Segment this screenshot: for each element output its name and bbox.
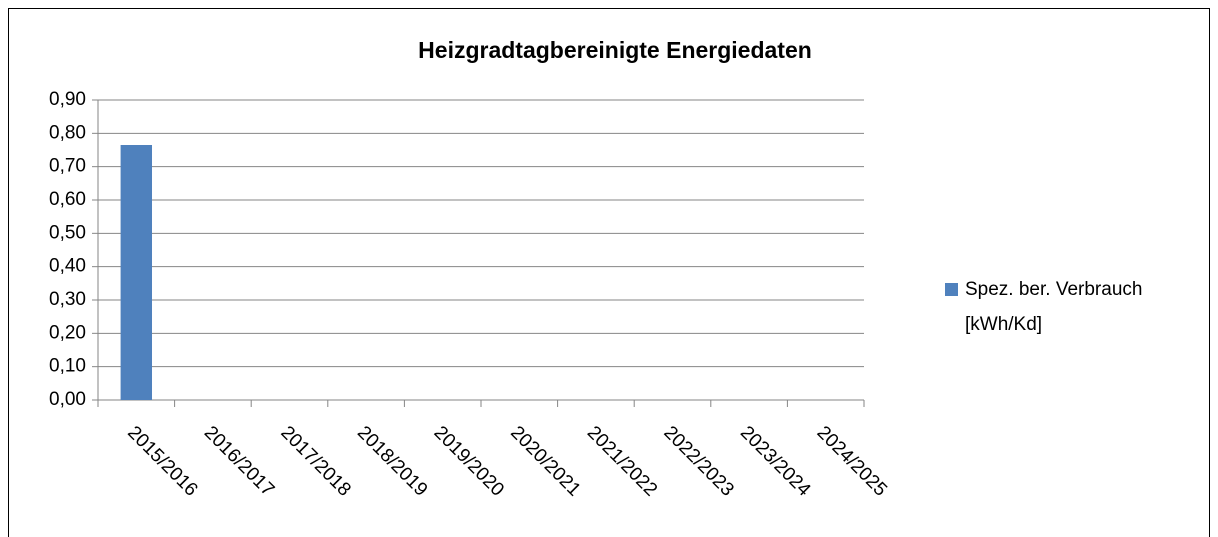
y-tick-label: 0,20 <box>49 322 86 343</box>
y-tick-label: 0,80 <box>49 122 86 143</box>
y-tick-label: 0,60 <box>49 189 86 210</box>
y-tick-label: 0,70 <box>49 156 86 177</box>
y-tick-label: 0,10 <box>49 356 86 377</box>
chart-border <box>8 8 1210 537</box>
bar <box>120 145 153 400</box>
legend-label: Spez. ber. Verbrauch [kWh/Kd] <box>965 279 1142 335</box>
y-tick-label: 0,40 <box>49 256 86 277</box>
y-tick-label: 0,90 <box>49 89 86 110</box>
chart-title: Heizgradtagbereinigte Energiedaten <box>418 37 812 63</box>
y-tick-label: 0,30 <box>49 289 86 310</box>
y-tick-label: 0,50 <box>49 222 86 243</box>
legend-swatch <box>945 283 958 296</box>
y-tick-label: 0,00 <box>49 389 86 410</box>
